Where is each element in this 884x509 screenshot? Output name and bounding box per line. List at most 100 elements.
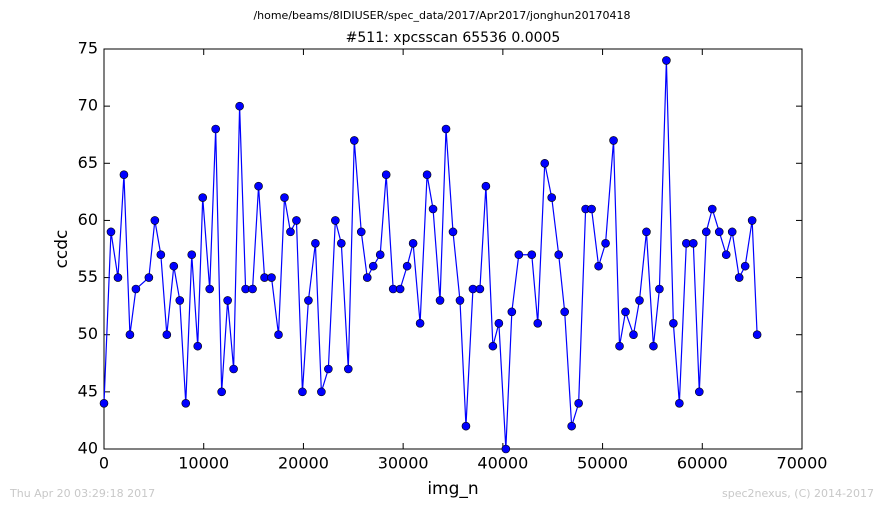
data-point xyxy=(337,238,346,248)
y-tick-label: 55 xyxy=(78,267,98,286)
data-point xyxy=(248,284,257,294)
y-tick-label: 75 xyxy=(78,39,98,58)
data-point xyxy=(594,261,603,271)
x-axis-label: img_n xyxy=(427,479,478,499)
data-point xyxy=(349,136,359,145)
data-point xyxy=(317,387,326,397)
data-point xyxy=(649,341,658,351)
data-point xyxy=(488,341,498,351)
data-point xyxy=(119,170,129,180)
data-point xyxy=(714,227,724,237)
data-point xyxy=(574,398,583,408)
x-tick-label: 60000 xyxy=(677,454,728,473)
data-point xyxy=(448,227,458,237)
data-point xyxy=(131,284,141,294)
data-point xyxy=(193,341,203,351)
data-point xyxy=(150,216,160,225)
data-point xyxy=(461,421,471,431)
data-point xyxy=(368,261,378,271)
data-point xyxy=(494,318,504,328)
data-point xyxy=(533,318,543,328)
data-point xyxy=(669,318,678,328)
data-point xyxy=(254,181,263,191)
data-point xyxy=(655,284,664,294)
data-point xyxy=(721,250,731,260)
data-point xyxy=(615,341,624,351)
data-point xyxy=(402,261,412,271)
data-point xyxy=(554,250,563,260)
x-tick-label: 10000 xyxy=(178,454,229,473)
data-point xyxy=(156,250,166,260)
data-point xyxy=(267,273,276,282)
data-point xyxy=(747,216,757,225)
data-point xyxy=(481,181,491,191)
data-point xyxy=(601,238,610,248)
data-point xyxy=(501,444,511,454)
chart-title: #511: xpcsscan 65536 0.0005 xyxy=(346,30,561,46)
y-axis-label: ccdc xyxy=(52,230,72,269)
data-point xyxy=(229,364,238,374)
data-point xyxy=(169,261,179,271)
y-tick-label: 70 xyxy=(78,96,98,115)
data-point xyxy=(198,193,208,202)
data-point xyxy=(422,170,432,180)
data-point xyxy=(560,307,569,317)
data-point xyxy=(331,216,340,225)
data-point xyxy=(428,204,438,214)
data-point xyxy=(740,261,750,271)
data-point xyxy=(621,307,630,317)
data-point xyxy=(540,158,550,168)
data-point xyxy=(694,387,704,397)
y-tick-label: 40 xyxy=(78,439,98,458)
data-point xyxy=(99,398,109,408)
x-tick-label: 40000 xyxy=(477,454,528,473)
data-point xyxy=(324,364,333,374)
data-point xyxy=(547,193,557,202)
data-point xyxy=(217,387,226,397)
data-point xyxy=(507,307,517,317)
data-point xyxy=(701,227,711,237)
data-point xyxy=(395,284,405,294)
data-line xyxy=(103,60,758,450)
data-point xyxy=(125,330,135,340)
data-point xyxy=(567,421,576,431)
data-point xyxy=(181,398,191,408)
data-point xyxy=(441,124,451,134)
data-point xyxy=(304,296,313,305)
data-point xyxy=(211,124,220,134)
x-tick-label: 50000 xyxy=(577,454,628,473)
data-point xyxy=(280,193,289,202)
data-point xyxy=(362,273,372,282)
data-point xyxy=(707,204,717,214)
data-point xyxy=(187,250,197,260)
data-point xyxy=(162,330,172,340)
footer-right: spec2nexus, (C) 2014-2017 xyxy=(722,487,874,500)
data-point xyxy=(381,170,391,180)
y-tick-label: 50 xyxy=(78,324,98,343)
data-point xyxy=(609,136,618,145)
data-point xyxy=(527,250,537,260)
y-tick-label: 45 xyxy=(78,381,98,400)
data-point xyxy=(662,56,671,65)
y-tick-label: 60 xyxy=(78,210,98,229)
y-tick-label: 65 xyxy=(78,153,98,172)
data-point xyxy=(113,273,123,282)
x-tick-label: 0 xyxy=(99,454,109,473)
data-point xyxy=(311,238,320,248)
data-point xyxy=(689,238,698,248)
x-tick-label: 70000 xyxy=(777,454,828,473)
data-point xyxy=(734,273,744,282)
data-point xyxy=(635,296,644,305)
data-point xyxy=(205,284,214,294)
data-point xyxy=(642,227,651,237)
data-point xyxy=(175,296,185,305)
x-tick-label: 30000 xyxy=(378,454,429,473)
data-point xyxy=(587,204,596,214)
data-point xyxy=(223,296,232,305)
data-point xyxy=(375,250,385,260)
data-point xyxy=(752,330,762,340)
data-point xyxy=(298,387,307,397)
x-tick-label: 20000 xyxy=(278,454,329,473)
data-point xyxy=(514,250,524,260)
data-point xyxy=(292,216,301,225)
